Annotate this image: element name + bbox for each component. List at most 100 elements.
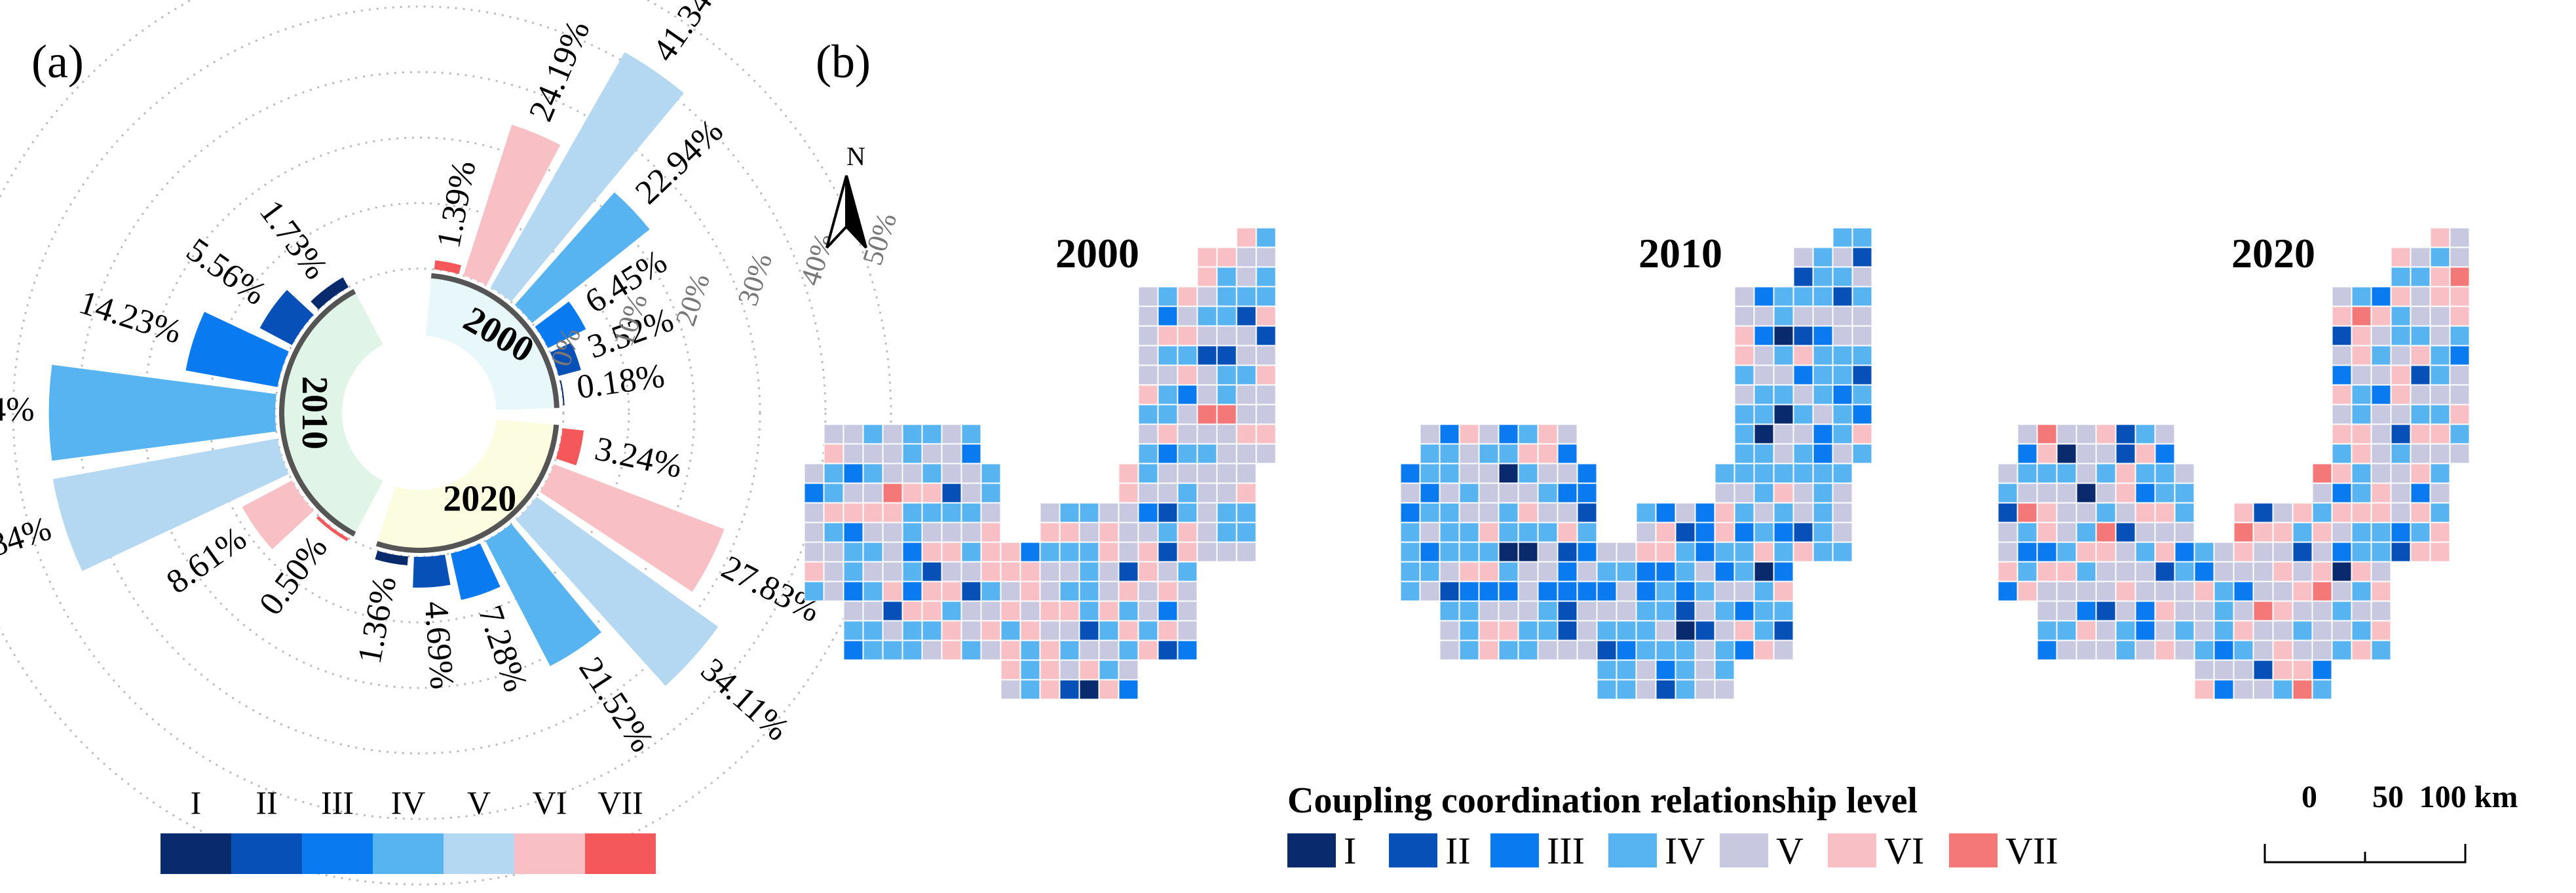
radial-tick-label: 30%: [732, 250, 779, 310]
map-cell: [2174, 620, 2195, 641]
map-cell: [2273, 620, 2293, 641]
map-cell: [1197, 503, 1217, 523]
map-cell: [1099, 503, 1119, 523]
map-cell: [1236, 404, 1257, 425]
map-cell: [2253, 679, 2273, 700]
map-cell: [1099, 640, 1119, 660]
map-cell: [2351, 345, 2372, 366]
map-cell: [843, 620, 863, 641]
map-cell: [2174, 503, 2195, 523]
map-cell: [824, 581, 844, 601]
map-cell: [1479, 483, 1499, 503]
map-cell: [1040, 640, 1060, 660]
value-label-2000-I: 0.18%: [575, 357, 667, 406]
map-cell: [1754, 561, 1774, 582]
map-cell: [2391, 267, 2411, 287]
map-cell: [1577, 620, 1597, 641]
legend-label-IV: IV: [391, 784, 426, 821]
map-cell: [2391, 444, 2411, 464]
map-cell: [843, 522, 863, 542]
map-cell: [2371, 444, 2391, 464]
map-cell: [2292, 640, 2313, 660]
map-cell: [1420, 444, 1440, 464]
map-cell: [2351, 542, 2372, 562]
map-cell: [2371, 542, 2391, 562]
map-cell: [1118, 561, 1139, 582]
map-cell: [961, 503, 981, 523]
map-cell: [2292, 542, 2313, 562]
map-cell: [1557, 503, 1578, 523]
map-cell: [2096, 640, 2116, 660]
map-cell: [2076, 503, 2096, 523]
map-cell: [1793, 444, 1813, 464]
map-cell: [1656, 503, 1676, 523]
bar-2000-III: [535, 301, 586, 349]
map-cell: [1616, 561, 1637, 582]
map-cell: [882, 503, 903, 523]
map-cell: [1754, 463, 1774, 484]
map-cell: [2174, 581, 2195, 601]
map-cell: [1813, 404, 1833, 425]
map-cell: [1217, 542, 1237, 562]
map-cell: [2194, 640, 2214, 660]
map-cell: [2233, 640, 2254, 660]
legend-label-I: I: [191, 784, 202, 821]
map-cell: [1256, 385, 1276, 405]
map-cell: [2351, 404, 2372, 425]
map-cell: [1177, 483, 1198, 503]
map-cell: [843, 640, 863, 660]
map-cell: [1754, 286, 1774, 307]
map-cell: [1518, 444, 1538, 464]
map-cell: [1518, 483, 1538, 503]
map-cell: [1498, 444, 1519, 464]
map-cell: [1000, 601, 1021, 621]
map-cell: [2410, 483, 2431, 503]
map-cell: [863, 581, 883, 601]
map-cell: [2135, 522, 2155, 542]
grid-circle: [208, 202, 630, 624]
map-cell: [2332, 365, 2352, 385]
map-cell: [824, 424, 844, 444]
map-cell: [2096, 542, 2116, 562]
map-cell: [2194, 679, 2214, 700]
map-cell: [1793, 424, 1813, 444]
map-cell: [2037, 483, 2057, 503]
map-cell: [1459, 483, 1479, 503]
map-cell: [2410, 503, 2431, 523]
map-cell: [1479, 463, 1499, 484]
map-cell: [1158, 404, 1178, 425]
map-cell: [1793, 306, 1813, 326]
map-cell: [1158, 385, 1178, 405]
map-cell: [1675, 542, 1695, 562]
map-cell: [1236, 365, 1257, 385]
map-cell: [843, 581, 863, 601]
map-cell: [2174, 561, 2195, 582]
map-cell: [1577, 581, 1597, 601]
map-cell: [961, 620, 981, 641]
map-cell: [961, 640, 981, 660]
map-cell: [1734, 404, 1754, 425]
map-cell: [882, 542, 903, 562]
map-cell: [1656, 679, 1676, 700]
map-cell: [1079, 581, 1099, 601]
map-cell: [882, 601, 903, 621]
map-cell: [824, 444, 844, 464]
map-cell: [981, 640, 1001, 660]
map-cell: [2430, 267, 2450, 287]
map-cell: [1734, 503, 1754, 523]
map-cell: [2155, 581, 2175, 601]
map-cell: [1040, 660, 1060, 680]
map-cell: [1059, 581, 1080, 601]
map-cell: [1079, 640, 1099, 660]
map-cell: [2056, 640, 2077, 660]
map-cell: [2115, 561, 2136, 582]
map-cell: [2430, 365, 2450, 385]
map-cell: [2076, 522, 2096, 542]
map-cell: [922, 483, 942, 503]
map-cell: [1616, 542, 1637, 562]
map-cell: [2410, 247, 2431, 267]
map-cell: [2115, 522, 2136, 542]
map-cell: [1813, 424, 1833, 444]
map-cell: [902, 542, 922, 562]
map-cell: [2332, 542, 2352, 562]
